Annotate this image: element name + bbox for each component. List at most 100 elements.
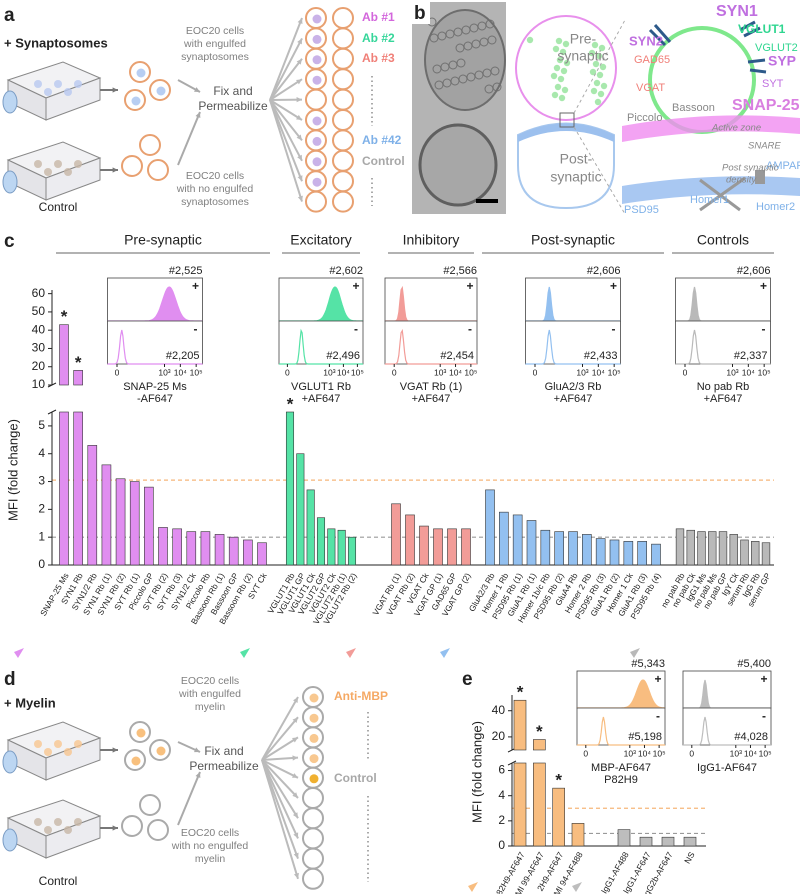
dish-cap	[2, 170, 18, 194]
cell-label: with no engulfed	[171, 840, 249, 852]
inset-box	[576, 707, 666, 746]
inset-box	[107, 277, 203, 322]
bar	[718, 531, 728, 566]
event-count: #5,198	[628, 731, 662, 743]
protein-label: Homer1	[690, 194, 729, 206]
vesicles	[526, 36, 608, 106]
protein-label: VGAT	[636, 82, 665, 94]
letter-bg	[412, 2, 430, 24]
cell-content	[309, 733, 319, 743]
arrow-head	[292, 717, 298, 724]
group-marker	[14, 648, 24, 658]
arrow	[261, 736, 299, 761]
inset-sign: +	[352, 279, 359, 293]
event-count: #2,496	[326, 350, 360, 362]
arrow-head	[112, 87, 118, 93]
cell-content	[131, 756, 141, 766]
protein-label: AMPAR	[766, 160, 800, 172]
y-tick-label: 4	[38, 446, 45, 460]
inset-tick-label: 10⁵	[758, 367, 771, 377]
dish-content	[34, 818, 42, 826]
inset-sign: -	[612, 322, 616, 336]
protein-label: SNAP-25	[732, 97, 800, 114]
inset-caption: P82H9	[604, 774, 638, 786]
bar	[257, 542, 267, 566]
y-tick-label: 20	[32, 359, 46, 373]
dish-content	[64, 168, 72, 176]
group-marker	[572, 882, 582, 892]
inset-tick-label: 10⁴	[337, 367, 350, 377]
bar	[306, 489, 315, 566]
vesicle	[600, 82, 608, 90]
inset-tick-label: 10⁴	[638, 748, 651, 758]
arrow	[269, 99, 303, 162]
vesicle	[557, 75, 565, 83]
arrow-head	[297, 18, 303, 24]
inset-tick-label: 10³	[323, 367, 335, 377]
zoom-box	[559, 112, 575, 128]
bar	[316, 517, 326, 566]
cell-content	[136, 728, 146, 738]
vesicle	[591, 41, 599, 49]
bar	[552, 787, 565, 847]
y-tick-label: 40	[32, 322, 46, 336]
bar	[214, 534, 225, 566]
arrow-head	[112, 825, 118, 831]
protein-label: SYP	[768, 53, 796, 69]
arrow-head	[296, 134, 302, 141]
arrow	[269, 99, 303, 202]
arrow	[269, 99, 303, 182]
bar	[708, 531, 717, 566]
pre-terminal	[515, 15, 617, 121]
bar	[327, 528, 336, 566]
y-tick-label: 2	[38, 502, 45, 516]
cell-content	[309, 774, 319, 784]
y-tick-label: 40	[492, 703, 506, 717]
dish-content	[74, 80, 82, 88]
inset-caption: VGLUT1 Rb	[291, 381, 351, 393]
event-count: #2,454	[440, 350, 474, 362]
dish-content	[74, 740, 82, 748]
inset-tick-label: 10³	[726, 367, 738, 377]
arrow	[261, 759, 299, 839]
vesicle	[560, 67, 568, 75]
protein-label: VGLUT1	[738, 22, 786, 36]
arrow-head	[292, 737, 298, 743]
antibody-label: Control	[362, 154, 405, 168]
cell	[332, 149, 354, 172]
inset-caption: -AF647	[137, 393, 173, 405]
vesicle	[558, 94, 566, 102]
antibody-label: Control	[334, 771, 377, 785]
zone-label: Active zone	[711, 123, 761, 134]
post-label: synaptic	[550, 169, 601, 185]
arrow-head	[296, 114, 302, 120]
vesicle	[562, 40, 570, 48]
inset-sign: -	[468, 322, 472, 336]
inset-sign: -	[762, 322, 766, 336]
bar	[243, 539, 253, 566]
protein-label: GAD65	[634, 54, 670, 66]
y-axis-label: MFI (fold change)	[469, 721, 484, 823]
y-axis-label: MFI (fold change)	[5, 419, 20, 521]
event-count: #2,337	[734, 350, 768, 362]
inset-caption: IgG1-AF647	[697, 762, 757, 774]
dish	[45, 737, 101, 781]
cell	[121, 155, 143, 177]
bar	[485, 489, 495, 566]
inset-caption: No pab Rb	[697, 381, 750, 393]
inset-caption: MBP-AF647	[591, 762, 651, 774]
panel-b: b Pre- synaptic Post- synaptic SYN1 VGLU…	[412, 2, 800, 216]
protein-label: Piccolo	[627, 112, 662, 124]
vesicle	[559, 48, 567, 56]
y-tick-label: 10	[32, 377, 46, 391]
em-vesicle	[434, 80, 444, 90]
panel-letter: c	[4, 231, 15, 252]
cell-content	[312, 75, 322, 85]
arrow	[177, 111, 201, 166]
inset-sign: +	[760, 672, 767, 686]
inset-sign: +	[192, 279, 199, 293]
inset-caption: +AF647	[704, 393, 743, 405]
significance: *	[287, 394, 294, 413]
inset-tick-label: 10⁵	[190, 367, 203, 377]
event-count: #2,205	[166, 350, 200, 362]
